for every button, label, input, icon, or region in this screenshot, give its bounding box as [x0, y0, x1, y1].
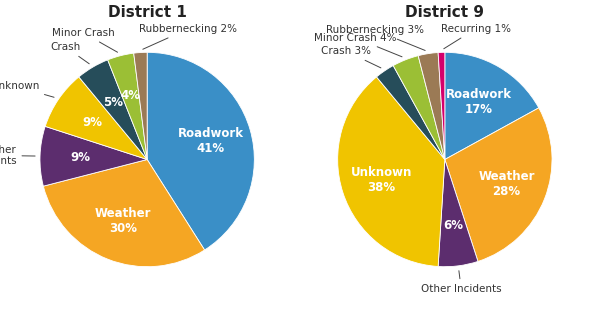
Text: Other Incidents: Other Incidents	[421, 271, 501, 294]
Text: Minor Crash 4%: Minor Crash 4%	[314, 33, 402, 57]
Wedge shape	[108, 53, 147, 160]
Text: 9%: 9%	[70, 151, 91, 164]
Text: Rubbernecking 2%: Rubbernecking 2%	[139, 24, 237, 49]
Wedge shape	[147, 52, 255, 250]
Wedge shape	[438, 160, 478, 267]
Wedge shape	[45, 77, 147, 160]
Text: Weather
28%: Weather 28%	[478, 170, 535, 198]
Text: 5%: 5%	[104, 96, 123, 109]
Text: Other
Incidents: Other Incidents	[0, 145, 35, 166]
Wedge shape	[445, 108, 552, 262]
Text: 9%: 9%	[82, 116, 102, 129]
Text: Weather
30%: Weather 30%	[95, 207, 151, 235]
Text: Recurring 1%: Recurring 1%	[440, 24, 511, 49]
Text: Unknown
38%: Unknown 38%	[351, 166, 413, 194]
Text: Crash 3%: Crash 3%	[321, 46, 381, 68]
Text: Minor Crash: Minor Crash	[52, 28, 118, 52]
Text: Unknown: Unknown	[0, 81, 54, 97]
Wedge shape	[393, 56, 445, 160]
Text: Roadwork
17%: Roadwork 17%	[446, 88, 511, 116]
Wedge shape	[134, 52, 147, 160]
Text: Crash: Crash	[50, 42, 89, 64]
Wedge shape	[79, 60, 147, 160]
Title: District 9: District 9	[406, 5, 484, 20]
Wedge shape	[377, 66, 445, 160]
Text: 6%: 6%	[443, 219, 463, 232]
Wedge shape	[43, 160, 205, 267]
Title: District 1: District 1	[108, 5, 186, 20]
Wedge shape	[445, 52, 539, 160]
Text: 4%: 4%	[121, 89, 141, 102]
Wedge shape	[418, 53, 445, 160]
Text: Roadwork
41%: Roadwork 41%	[178, 127, 244, 155]
Wedge shape	[337, 77, 445, 266]
Wedge shape	[40, 126, 147, 186]
Text: Rubbernecking 3%: Rubbernecking 3%	[326, 25, 425, 50]
Wedge shape	[438, 52, 445, 160]
